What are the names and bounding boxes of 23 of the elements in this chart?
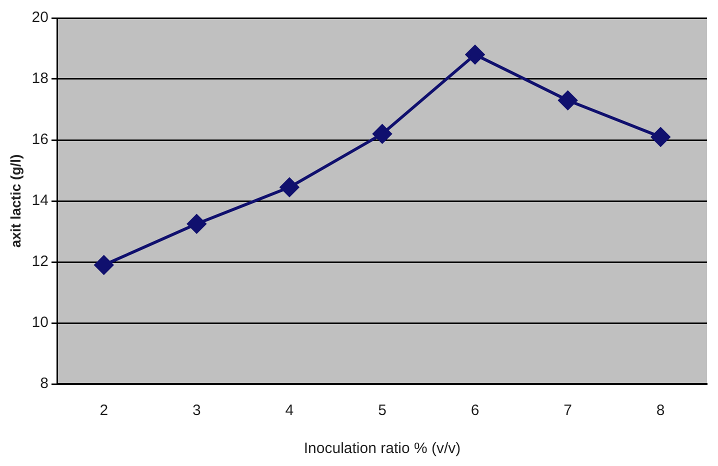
point [558,90,578,110]
point [651,127,670,146]
y-tick-label: 16 [32,131,48,148]
x-tick-label: 4 [285,402,294,420]
y-tick-label: 8 [40,375,48,392]
y-tick-label: 20 [32,9,48,26]
point [466,45,485,64]
point [187,214,206,234]
x-tick-label: 2 [100,402,108,420]
x-tick-label: 6 [470,402,480,420]
point [372,124,392,144]
x-tick-label: 3 [192,402,201,420]
y-axis-title: axit lactic (g/l) [7,154,24,248]
y-tick-label: 14 [32,192,48,210]
point [280,178,299,197]
y-tick-label: 12 [32,253,48,270]
x-axis-title: Inoculation ratio % (v/v) [304,440,461,458]
x-tick-label: 7 [564,402,572,420]
x-tick-label: 5 [378,402,386,420]
y-tick-label: 10 [32,314,48,332]
point [94,256,114,275]
x-tick-label: 8 [656,402,665,420]
y-tick-label: 18 [32,70,48,88]
